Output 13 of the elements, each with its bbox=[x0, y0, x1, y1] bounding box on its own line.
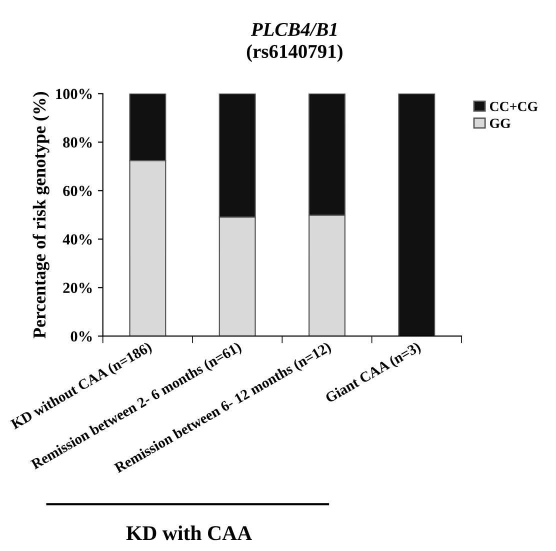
y-tick-label: 100% bbox=[56, 88, 92, 100]
y-tick-label: 40% bbox=[62, 234, 92, 245]
chart-subtitle: (rs6140791) bbox=[246, 44, 342, 62]
y-tick-label: 80% bbox=[63, 137, 92, 148]
bar bbox=[398, 94, 436, 336]
text: KD with CAA bbox=[126, 526, 252, 540]
chart-title: PLCB4/B1 bbox=[250, 22, 336, 36]
legend-label: GG bbox=[490, 118, 510, 128]
y-axis-title: Percentage of risk genotype (%) bbox=[32, 92, 50, 338]
y-tick-label: 20% bbox=[63, 282, 92, 294]
legend-label: CC+CG bbox=[490, 102, 538, 112]
y-tick-label: 0% bbox=[70, 331, 92, 342]
y-tick-label: 60% bbox=[63, 186, 92, 196]
